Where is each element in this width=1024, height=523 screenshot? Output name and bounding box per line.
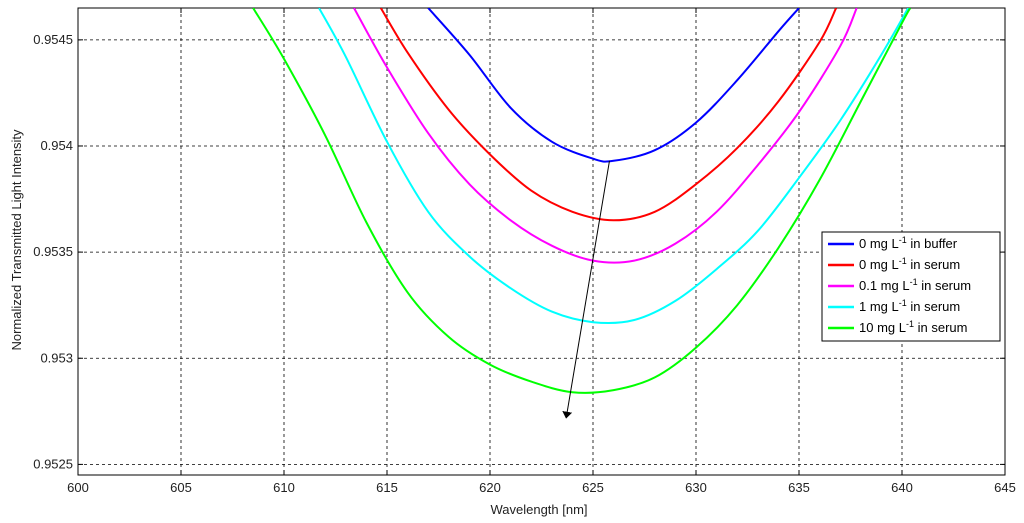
- legend-label-4: 10 mg L-1 in serum: [859, 319, 967, 335]
- x-axis-label: Wavelength [nm]: [490, 502, 587, 517]
- legend-label-text: in serum: [907, 257, 960, 272]
- legend-label-text: in serum: [914, 320, 967, 335]
- x-tick-label: 615: [376, 480, 398, 495]
- x-tick-label: 610: [273, 480, 295, 495]
- legend-label-text: in serum: [907, 299, 960, 314]
- legend-label-superscript: -1: [899, 298, 907, 308]
- series-line-0: [427, 8, 800, 163]
- legend-label-text: in serum: [918, 278, 971, 293]
- x-tick-label: 645: [994, 480, 1016, 495]
- grid: [78, 8, 1005, 475]
- legend-label-3: 1 mg L-1 in serum: [859, 298, 960, 314]
- legend-label-text: 0.1 mg L: [859, 278, 910, 293]
- annotation-layer: [562, 160, 610, 419]
- legend-label-text: 0 mg L: [859, 236, 899, 251]
- y-tick-label: 0.9525: [33, 456, 73, 471]
- y-tick-label: 0.954: [40, 138, 73, 153]
- legend-label-text: 10 mg L: [859, 320, 906, 335]
- y-tick-label: 0.9545: [33, 32, 73, 47]
- series-layer: [252, 8, 912, 394]
- x-tick-label: 620: [479, 480, 501, 495]
- legend-label-0: 0 mg L-1 in buffer: [859, 235, 958, 251]
- y-axis-label: Normalized Transmitted Light Intensity: [9, 129, 24, 351]
- x-tick-label: 605: [170, 480, 192, 495]
- x-tick-label: 600: [67, 480, 89, 495]
- x-tick-label: 640: [891, 480, 913, 495]
- trend-arrow: [562, 160, 610, 419]
- legend-label-text: in buffer: [907, 236, 958, 251]
- legend-label-2: 0.1 mg L-1 in serum: [859, 277, 971, 293]
- legend-label-1: 0 mg L-1 in serum: [859, 256, 960, 272]
- legend-label-text: 0 mg L: [859, 257, 899, 272]
- x-tick-label: 625: [582, 480, 604, 495]
- x-axis-ticks: 600 605 610 615 620 625 630 635 640 645: [67, 8, 1016, 495]
- legend-label-superscript: -1: [906, 319, 914, 329]
- x-tick-label: 635: [788, 480, 810, 495]
- series-line-1: [379, 8, 838, 222]
- y-tick-label: 0.953: [40, 350, 73, 365]
- legend-label-superscript: -1: [910, 277, 918, 287]
- series-line-2: [353, 8, 858, 264]
- legend-label-text: 1 mg L: [859, 299, 899, 314]
- series-line-3: [318, 8, 910, 325]
- y-axis-ticks: 0.9525 0.953 0.9535 0.954 0.9545: [33, 32, 1005, 471]
- legend-label-superscript: -1: [899, 256, 907, 266]
- y-tick-label: 0.9535: [33, 244, 73, 259]
- series-line-4: [252, 8, 912, 394]
- legend-box: [821, 231, 1001, 342]
- legend-label-superscript: -1: [899, 235, 907, 245]
- x-tick-label: 630: [685, 480, 707, 495]
